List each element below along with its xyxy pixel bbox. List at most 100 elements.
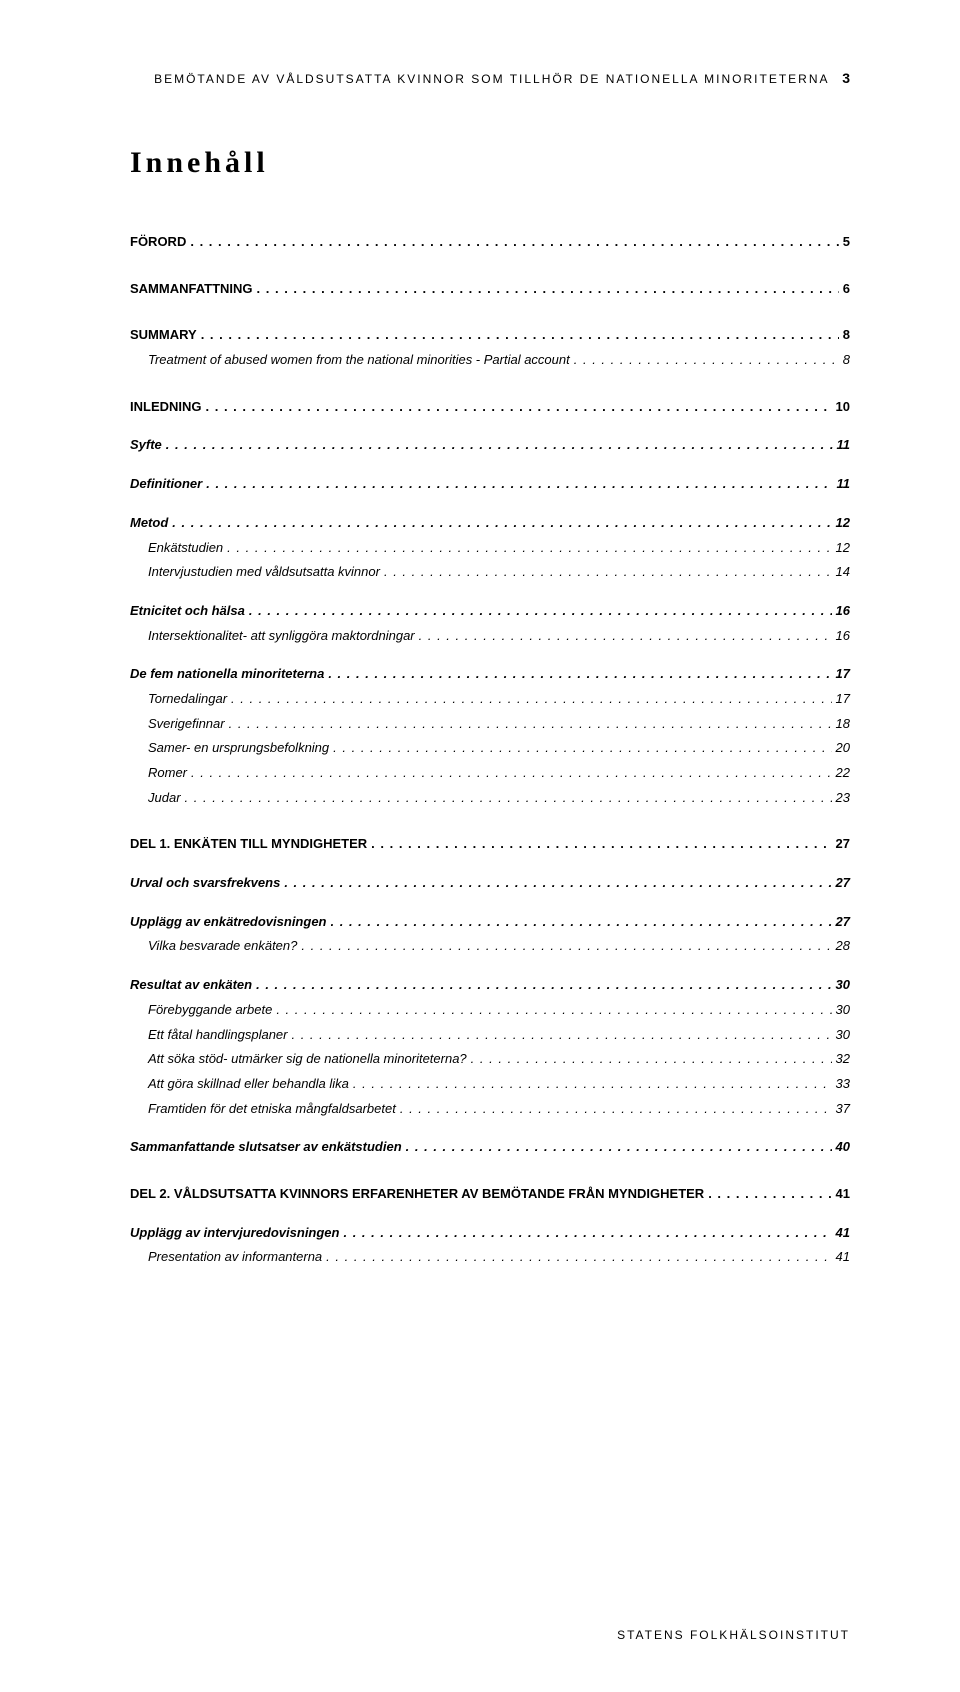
toc-entry: DEL 2. VÅLDSUTSATTA KVINNORS ERFARENHETE… bbox=[130, 1182, 850, 1207]
toc-leader bbox=[276, 998, 831, 1023]
toc-entry-page: 30 bbox=[836, 1023, 850, 1048]
toc-leader bbox=[257, 277, 839, 302]
toc-leader bbox=[301, 934, 831, 959]
toc-leader bbox=[343, 1221, 831, 1246]
toc-leader bbox=[191, 761, 832, 786]
toc-entry-label: INLEDNING bbox=[130, 395, 202, 420]
toc-entry-label: Ett fåtal handlingsplaner bbox=[148, 1023, 287, 1048]
toc-entry: Treatment of abused women from the natio… bbox=[130, 348, 850, 373]
toc-entry: DEL 1. ENKÄTEN TILL MYNDIGHETER 27 bbox=[130, 832, 850, 857]
toc-leader bbox=[206, 395, 832, 420]
toc-entry-page: 32 bbox=[836, 1047, 850, 1072]
toc-entry-page: 8 bbox=[843, 348, 850, 373]
toc-entry-label: Samer- en ursprungsbefolkning bbox=[148, 736, 329, 761]
toc-entry: INLEDNING 10 bbox=[130, 395, 850, 420]
toc-entry-label: Definitioner bbox=[130, 472, 202, 497]
toc-entry-page: 41 bbox=[836, 1245, 850, 1270]
toc-entry: Romer 22 bbox=[130, 761, 850, 786]
toc-entry: Samer- en ursprungsbefolkning20 bbox=[130, 736, 850, 761]
toc-entry-label: Upplägg av intervjuredovisningen bbox=[130, 1221, 339, 1246]
toc-entry-label: Romer bbox=[148, 761, 187, 786]
toc-entry-label: Presentation av informanterna bbox=[148, 1245, 322, 1270]
toc-entry-page: 30 bbox=[836, 998, 850, 1023]
toc-leader bbox=[206, 472, 832, 497]
running-header: BEMÖTANDE AV VÅLDSUTSATTA KVINNOR SOM TI… bbox=[130, 70, 850, 86]
toc-leader bbox=[708, 1182, 831, 1207]
toc-entry-label: De fem nationella minoriteterna bbox=[130, 662, 324, 687]
toc-entry-page: 27 bbox=[836, 910, 850, 935]
toc-entry-page: 28 bbox=[836, 934, 850, 959]
toc-entry: FÖRORD 5 bbox=[130, 230, 850, 255]
toc-entry: De fem nationella minoriteterna17 bbox=[130, 662, 850, 687]
toc-entry: SUMMARY8 bbox=[130, 323, 850, 348]
toc-leader bbox=[371, 832, 831, 857]
toc-leader bbox=[331, 910, 832, 935]
toc-entry-label: Metod bbox=[130, 511, 168, 536]
toc-entry: Resultat av enkäten 30 bbox=[130, 973, 850, 998]
toc-entry-label: DEL 2. VÅLDSUTSATTA KVINNORS ERFARENHETE… bbox=[130, 1182, 704, 1207]
page-title: Innehåll bbox=[130, 146, 850, 180]
toc-entry-page: 33 bbox=[836, 1072, 850, 1097]
toc-entry: Presentation av informanterna 41 bbox=[130, 1245, 850, 1270]
running-title: BEMÖTANDE AV VÅLDSUTSATTA KVINNOR SOM TI… bbox=[154, 72, 829, 86]
toc-entry-page: 27 bbox=[836, 871, 850, 896]
toc-entry-label: Enkätstudien bbox=[148, 536, 223, 561]
toc-entry-label: Treatment of abused women from the natio… bbox=[148, 348, 570, 373]
toc-entry: Upplägg av intervjuredovisningen41 bbox=[130, 1221, 850, 1246]
toc-leader bbox=[333, 736, 831, 761]
toc-entry-label: FÖRORD bbox=[130, 230, 186, 255]
toc-leader bbox=[201, 323, 839, 348]
toc-leader bbox=[256, 973, 831, 998]
table-of-contents: FÖRORD 5 SAMMANFATTNING 6 SUMMARY8Treatment … bbox=[130, 230, 850, 1270]
toc-entry-page: 37 bbox=[836, 1097, 850, 1122]
toc-entry-label: Resultat av enkäten bbox=[130, 973, 252, 998]
toc-leader bbox=[326, 1245, 831, 1270]
toc-entry-page: 22 bbox=[836, 761, 850, 786]
toc-entry-page: 12 bbox=[836, 536, 850, 561]
toc-entry-page: 10 bbox=[836, 395, 850, 420]
toc-entry-label: Sverigefinnar bbox=[148, 712, 225, 737]
toc-entry-page: 23 bbox=[836, 786, 850, 811]
toc-entry-label: Judar bbox=[148, 786, 181, 811]
toc-entry-label: Vilka besvarade enkäten? bbox=[148, 934, 297, 959]
toc-entry: Syfte 11 bbox=[130, 433, 850, 458]
toc-leader bbox=[284, 871, 831, 896]
toc-entry-page: 6 bbox=[843, 277, 850, 302]
toc-entry-page: 18 bbox=[836, 712, 850, 737]
toc-entry-page: 11 bbox=[837, 433, 851, 458]
footer-text: STATENS FOLKHÄLSOINSTITUT bbox=[617, 1628, 850, 1642]
toc-leader bbox=[172, 511, 831, 536]
toc-entry-label: Att göra skillnad eller behandla lika bbox=[148, 1072, 349, 1097]
toc-entry: Sammanfattande slutsatser av enkätstudie… bbox=[130, 1135, 850, 1160]
toc-entry: Definitioner 11 bbox=[130, 472, 850, 497]
toc-entry-page: 5 bbox=[843, 230, 850, 255]
toc-leader bbox=[249, 599, 832, 624]
toc-entry-page: 11 bbox=[837, 472, 851, 497]
toc-leader bbox=[231, 687, 832, 712]
toc-leader bbox=[190, 230, 838, 255]
toc-entry-label: Sammanfattande slutsatser av enkätstudie… bbox=[130, 1135, 402, 1160]
toc-entry: Enkätstudien 12 bbox=[130, 536, 850, 561]
toc-entry-label: SAMMANFATTNING bbox=[130, 277, 253, 302]
toc-entry-page: 30 bbox=[836, 973, 850, 998]
toc-entry: Etnicitet och hälsa16 bbox=[130, 599, 850, 624]
toc-entry: Förebyggande arbete 30 bbox=[130, 998, 850, 1023]
toc-entry-label: Förebyggande arbete bbox=[148, 998, 272, 1023]
toc-leader bbox=[166, 433, 833, 458]
toc-entry-page: 27 bbox=[836, 832, 850, 857]
toc-entry: Tornedalingar17 bbox=[130, 687, 850, 712]
toc-entry-label: DEL 1. ENKÄTEN TILL MYNDIGHETER bbox=[130, 832, 367, 857]
toc-leader bbox=[406, 1135, 832, 1160]
toc-entry: Intervjustudien med våldsutsatta kvinnor… bbox=[130, 560, 850, 585]
toc-entry-label: Etnicitet och hälsa bbox=[130, 599, 245, 624]
toc-entry-label: Urval och svarsfrekvens bbox=[130, 871, 280, 896]
toc-entry: Intersektionalitet- att synliggöra makto… bbox=[130, 624, 850, 649]
toc-entry: Upplägg av enkätredovisningen27 bbox=[130, 910, 850, 935]
toc-entry: Att söka stöd- utmärker sig de nationell… bbox=[130, 1047, 850, 1072]
toc-entry: Vilka besvarade enkäten? 28 bbox=[130, 934, 850, 959]
toc-entry-label: Syfte bbox=[130, 433, 162, 458]
toc-leader bbox=[384, 560, 832, 585]
toc-entry-label: Att söka stöd- utmärker sig de nationell… bbox=[148, 1047, 467, 1072]
toc-leader bbox=[419, 624, 832, 649]
toc-entry-page: 17 bbox=[836, 687, 850, 712]
